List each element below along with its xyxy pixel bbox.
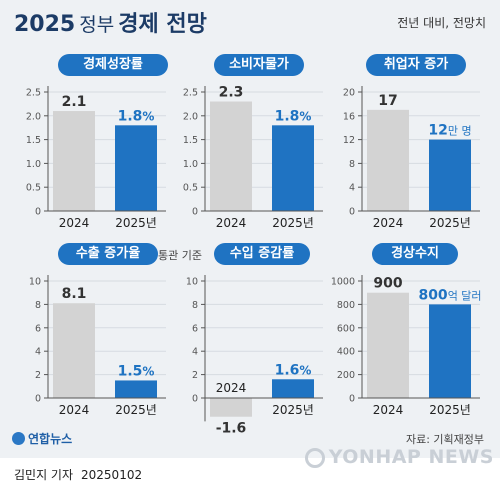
- data-label: 1.8%: [275, 108, 312, 124]
- byline: 김민지 기자 20250102: [14, 466, 142, 483]
- x-category-label: 2024: [216, 216, 247, 230]
- data-label: 17: [378, 93, 397, 109]
- y-tick-label: 800: [337, 300, 355, 311]
- source-note: 자료: 기획재정부: [405, 433, 484, 446]
- x-category-label: 2024: [59, 403, 90, 417]
- y-tick-label: 4: [192, 347, 198, 358]
- data-label: 1.8%: [118, 108, 155, 124]
- bar: [53, 111, 95, 211]
- y-tick-label: 200: [337, 370, 355, 381]
- y-tick-label: 2.5: [183, 88, 198, 99]
- yonhap-logo-icon: [12, 432, 25, 445]
- y-tick-label: 2.0: [183, 111, 198, 122]
- x-category-label: 2025년: [115, 216, 157, 230]
- x-category-label: 2025년: [115, 403, 157, 417]
- charts-svg: 00.51.01.52.02.52.120241.8%2025년00.51.01…: [26, 85, 482, 437]
- reporter-name: 김민지 기자: [14, 468, 74, 482]
- y-tick-label: 10: [29, 277, 41, 288]
- page-title: 2025 정부 경제 전망: [14, 6, 207, 38]
- watermark-logo-icon: [304, 448, 325, 468]
- x-category-label: 2025년: [429, 216, 471, 230]
- x-category-label: 2024: [373, 216, 404, 230]
- x-category-label: 2025년: [429, 403, 471, 417]
- bar: [115, 380, 157, 398]
- y-tick-label: 2: [35, 370, 41, 381]
- y-tick-label: 8: [349, 159, 355, 170]
- bar: [272, 125, 314, 211]
- data-label: 1.6%: [275, 362, 312, 378]
- y-tick-label: 12: [343, 135, 355, 146]
- chart-title-employment: 취업자 증가: [366, 54, 466, 76]
- bar: [429, 304, 471, 398]
- title-year: 2025: [14, 12, 76, 37]
- y-tick-label: 0.5: [26, 183, 41, 194]
- chart-title-growth: 경제성장률: [58, 54, 168, 76]
- y-tick-label: 0: [349, 207, 355, 218]
- bar: [210, 398, 252, 417]
- y-tick-label: 400: [337, 347, 355, 358]
- watermark: YONHAP NEWS: [304, 446, 494, 468]
- data-label: 1.5%: [118, 363, 155, 379]
- exports-basis-label: 통관 기준: [158, 249, 202, 262]
- data-label: 12만 명: [428, 123, 471, 139]
- y-tick-label: 0: [349, 394, 355, 405]
- title-subtitle: 정부: [79, 14, 115, 36]
- data-label: 2.3: [219, 85, 244, 101]
- yonhap-logo: 연합뉴스: [12, 430, 72, 447]
- y-tick-label: 2.5: [26, 88, 41, 99]
- data-label: 800억 달러: [418, 287, 481, 303]
- y-tick-label: 20: [343, 88, 355, 99]
- publish-date: 20250102: [81, 468, 143, 482]
- y-tick-label: 0: [35, 207, 41, 218]
- data-label: 2.1: [62, 94, 87, 110]
- y-tick-label: 0.5: [183, 183, 198, 194]
- y-tick-label: 1.0: [26, 159, 41, 170]
- y-tick-label: 1.0: [183, 159, 198, 170]
- bar: [53, 303, 95, 398]
- y-tick-label: 2: [192, 370, 198, 381]
- x-category-label: 2024: [59, 216, 90, 230]
- y-tick-label: 16: [343, 111, 355, 122]
- y-tick-label: 6: [192, 323, 198, 334]
- y-tick-label: 8: [35, 300, 41, 311]
- y-tick-label: 4: [349, 183, 355, 194]
- y-tick-label: 0: [35, 394, 41, 405]
- y-tick-label: 600: [337, 323, 355, 334]
- bar: [367, 109, 409, 211]
- title-main: 경제 전망: [118, 12, 207, 37]
- bar: [210, 101, 252, 211]
- y-tick-label: 0: [192, 394, 198, 405]
- y-tick-label: 2.0: [26, 111, 41, 122]
- bar: [115, 125, 157, 211]
- data-label: -1.6: [216, 421, 247, 437]
- bar: [367, 292, 409, 398]
- chart-title-current-account: 경상수지: [372, 243, 458, 265]
- x-category-label: 2025년: [272, 216, 314, 230]
- chart-title-prices: 소비자물가: [214, 54, 304, 76]
- y-tick-label: 1000: [331, 277, 355, 288]
- data-label: 8.1: [62, 286, 87, 302]
- bar: [272, 379, 314, 398]
- x-category-label: 2025년: [272, 403, 314, 417]
- y-tick-label: 10: [186, 277, 198, 288]
- yonhap-logo-text: 연합뉴스: [28, 432, 73, 446]
- x-category-label: 2024: [373, 403, 404, 417]
- y-tick-label: 0: [192, 207, 198, 218]
- x-category-label: 2024: [216, 381, 247, 395]
- chart-title-imports: 수입 증감률: [214, 243, 310, 265]
- watermark-text: YONHAP NEWS: [328, 446, 494, 468]
- y-tick-label: 4: [35, 347, 41, 358]
- header-note: 전년 대비, 전망치: [397, 16, 486, 30]
- y-tick-label: 1.5: [26, 135, 41, 146]
- bar: [429, 139, 471, 211]
- chart-title-exports: 수출 증가율: [58, 243, 158, 265]
- y-tick-label: 8: [192, 300, 198, 311]
- data-label: 900: [373, 276, 402, 292]
- y-tick-label: 6: [35, 323, 41, 334]
- y-tick-label: 1.5: [183, 135, 198, 146]
